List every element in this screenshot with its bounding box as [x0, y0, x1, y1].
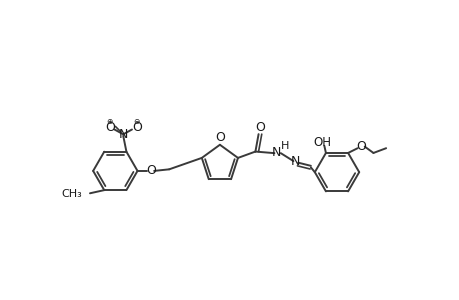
Text: H: H	[280, 141, 288, 151]
Text: ⊕: ⊕	[106, 117, 113, 126]
Text: N: N	[118, 128, 128, 141]
Text: O: O	[105, 122, 114, 134]
Text: O: O	[131, 122, 141, 134]
Text: N: N	[272, 146, 281, 159]
Text: ⊖: ⊖	[133, 117, 140, 126]
Text: N: N	[290, 155, 299, 168]
Text: CH₃: CH₃	[61, 189, 82, 199]
Text: O: O	[146, 164, 156, 177]
Text: O: O	[356, 140, 366, 153]
Text: OH: OH	[313, 136, 331, 149]
Text: O: O	[255, 121, 264, 134]
Text: O: O	[214, 131, 224, 144]
